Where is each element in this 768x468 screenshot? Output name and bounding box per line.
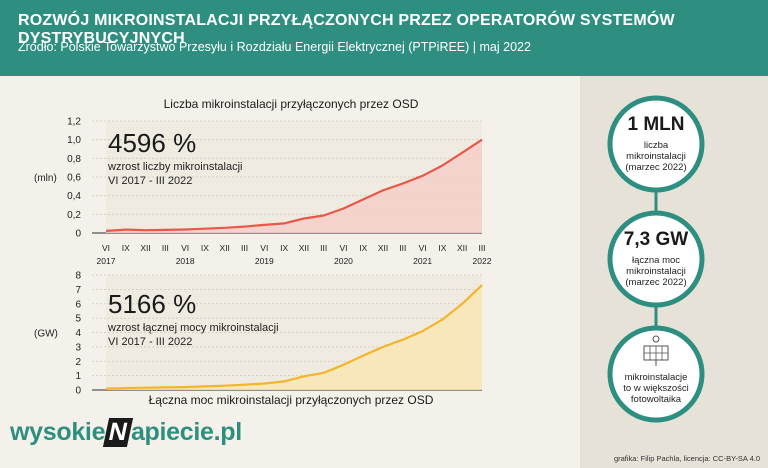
chart-2-y-tick-label: 1 <box>75 371 81 382</box>
chart-2-annotation-line2: VI 2017 - III 2022 <box>108 336 192 348</box>
x-year-label: 2020 <box>334 256 353 266</box>
logo-text-right: apiecie.pl <box>130 418 242 446</box>
logo-text-left: wysokie <box>10 418 106 446</box>
x-month-label: III <box>320 243 327 253</box>
sidebar-circle-2-line: mikroinstalacji <box>626 266 686 277</box>
x-month-label: III <box>162 243 169 253</box>
sidebar-circle-2-big: 7,3 GW <box>624 229 688 250</box>
x-month-label: IX <box>280 243 288 253</box>
chart-1-annotation-line2: VI 2017 - III 2022 <box>108 175 192 187</box>
page-title: ROZWÓJ MIKROINSTALACJI PRZYŁĄCZONYCH PRZ… <box>18 12 675 47</box>
x-month-label: IX <box>201 243 209 253</box>
chart-1-y-tick-label: 0,4 <box>67 191 81 202</box>
x-month-label: III <box>399 243 406 253</box>
x-month-label: VI <box>260 243 268 253</box>
chart-1-annotation-big: 4596 % <box>108 128 196 158</box>
chart-2-y-tick-label: 3 <box>75 342 81 353</box>
x-year-label: 2021 <box>413 256 432 266</box>
credit-text: grafika: Filip Pachla, licencja: CC-BY-S… <box>613 454 760 463</box>
chart-1-y-tick-label: 1,2 <box>67 117 81 128</box>
sidebar-circle-3 <box>607 325 705 423</box>
x-month-label: VI <box>419 243 427 253</box>
chart-2-title: Łączna moc mikroinstalacji przyłączonych… <box>149 393 434 407</box>
sidebar-circle-2-line: łączna moc <box>632 255 680 266</box>
chart-1-line <box>105 138 483 232</box>
x-month-label: XII <box>140 243 150 253</box>
x-year-label: 2017 <box>97 256 116 266</box>
x-month-label: IX <box>438 243 446 253</box>
x-month-label: IX <box>359 243 367 253</box>
sidebar-circle-3-line: mikroinstalacje <box>625 372 688 383</box>
sidebar-circle-1-line: (marzec 2022) <box>625 162 686 173</box>
chart-1-annotation-line1: wzrost liczby mikroinstalacji <box>107 161 242 173</box>
sidebar-circle-3-line: fotowoltaika <box>631 394 682 405</box>
chart-2-y-tick-label: 5 <box>75 314 81 325</box>
x-month-label: VI <box>339 243 347 253</box>
x-month-label: XII <box>457 243 467 253</box>
chart-2-y-label: (GW) <box>34 329 58 340</box>
x-year-label: 2019 <box>255 256 274 266</box>
x-month-label: III <box>478 243 485 253</box>
chart-2-line <box>105 284 483 390</box>
x-month-label: XII <box>299 243 309 253</box>
chart-2-y-tick-label: 2 <box>75 357 81 368</box>
chart-1-title: Liczba mikroinstalacji przyłączonych prz… <box>164 97 419 111</box>
chart-1-y-tick-label: 0,6 <box>67 173 81 184</box>
sidebar-circle-2-line: (marzec 2022) <box>625 277 686 288</box>
sidebar-circle-2 <box>607 210 705 308</box>
x-year-label: 2018 <box>176 256 195 266</box>
x-month-label: VI <box>181 243 189 253</box>
chart-1-y-tick-label: 0 <box>75 229 81 240</box>
chart-2-y-tick-label: 6 <box>75 299 81 310</box>
chart-1-y-tick-label: 1,0 <box>67 135 81 146</box>
x-month-label: III <box>241 243 248 253</box>
chart-1-y-tick-label: 0,2 <box>67 210 81 221</box>
page-subtitle: Źródło: Polskie Towarzystwo Przesyłu i R… <box>18 40 531 54</box>
logo-letter-n: N <box>103 418 134 447</box>
chart-2-y-tick-label: 4 <box>75 328 81 339</box>
sidebar-circle-1 <box>607 95 705 193</box>
sidebar-circle-3-line: to w większości <box>623 383 688 394</box>
chart-1-y-tick-label: 0,8 <box>67 154 81 165</box>
sidebar-circle-1-line: liczba <box>644 140 669 151</box>
chart-2-annotation-big: 5166 % <box>108 289 196 319</box>
sidebar-circle-1-line: mikroinstalacji <box>626 151 686 162</box>
chart-2-annotation-line1: wzrost łącznej mocy mikroinstalacji <box>107 322 279 334</box>
x-month-label: XII <box>378 243 388 253</box>
x-year-label: 2022 <box>473 256 492 266</box>
solar-panel-icon <box>652 335 660 343</box>
site-logo: wysokieNapiecie.pl <box>10 418 242 447</box>
chart-2-area <box>106 285 482 390</box>
x-month-label: VI <box>102 243 110 253</box>
chart-2-y-tick-label: 8 <box>75 271 81 282</box>
header-bar: ROZWÓJ MIKROINSTALACJI PRZYŁĄCZONYCH PRZ… <box>0 0 768 76</box>
chart-2-y-tick-label: 7 <box>75 285 81 296</box>
chart-1-y-label: (mln) <box>34 173 57 184</box>
chart-2-y-tick-label: 0 <box>75 386 81 397</box>
x-month-label: IX <box>122 243 130 253</box>
x-month-label: XII <box>220 243 230 253</box>
sidebar-circle-1-big: 1 MLN <box>628 114 685 135</box>
chart-1-area <box>106 139 482 233</box>
